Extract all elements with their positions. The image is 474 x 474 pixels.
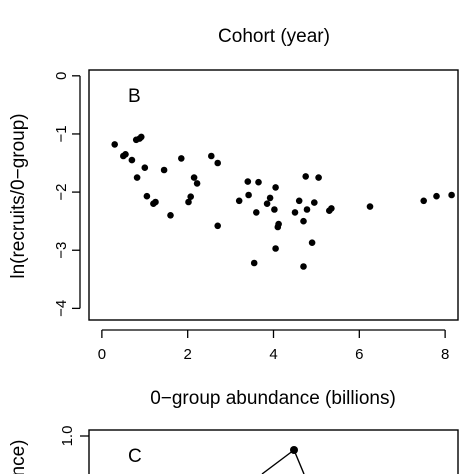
data-point [250,259,258,267]
data-point [235,197,243,205]
data-point [300,263,307,270]
y-tick-label: −4 [53,300,70,317]
data-point [245,191,252,199]
data-point [272,245,279,252]
x-tick-label: 0 [98,346,106,363]
data-point [315,174,322,181]
scatter-points [111,133,455,270]
y-tick-label: −3 [53,242,70,259]
data-point [128,156,136,164]
y-axis-title: ln(recruits/0−group) [8,113,29,278]
data-point [303,206,311,213]
y-axis-title-c: nce) [8,440,29,474]
data-point [308,239,316,246]
data-point [275,220,282,228]
y-tick-label-c: 1.0 [59,426,76,447]
line-segment-c1 [261,449,295,474]
panel-label-b: B [128,86,141,107]
x-tick-label: 4 [269,346,277,363]
y-axis: 0 −1 −2 −3 −4 [53,72,81,317]
data-point [295,197,303,205]
data-point [420,197,428,205]
panel-label-c: C [128,446,142,467]
data-point [302,173,310,180]
data-point [122,151,129,158]
data-point [252,209,260,216]
data-point [133,174,141,181]
data-point [255,178,262,186]
data-point [185,198,192,206]
x-tick-label: 6 [355,346,363,363]
data-point [311,199,318,206]
y-tick-label: −2 [53,184,70,201]
data-point [143,192,151,200]
data-point [272,184,279,191]
y-tick-label: 0 [53,72,70,80]
data-point [178,155,185,162]
data-point [266,194,274,202]
data-point [193,180,201,187]
data-point [167,212,174,219]
data-point [187,193,194,200]
plot-frame-b [88,69,459,321]
data-point [291,209,299,216]
data-point [328,205,335,212]
data-point [208,152,215,160]
data-point-c [290,446,298,454]
data-point [152,198,159,206]
data-point [138,133,145,141]
x-tick-label: 2 [184,346,192,363]
data-point [214,222,221,230]
data-point [111,141,118,148]
y-tick-label: −1 [53,125,70,142]
data-point [366,203,374,210]
chart-title: Cohort (year) [218,26,330,47]
data-point [300,217,307,225]
data-point [214,159,221,167]
x-tick-label: 8 [441,346,449,363]
x-axis-title: 0−group abundance (billions) [150,388,396,409]
data-point [244,178,252,185]
data-point [271,206,278,213]
data-point [263,200,271,207]
plot-frame-c [88,429,459,474]
data-point [190,174,198,181]
data-point [433,192,440,200]
x-axis: 0 2 4 6 8 [98,329,449,363]
line-segment-c2 [293,449,305,474]
data-point [160,166,168,174]
data-point [448,191,455,199]
data-point [141,164,149,171]
